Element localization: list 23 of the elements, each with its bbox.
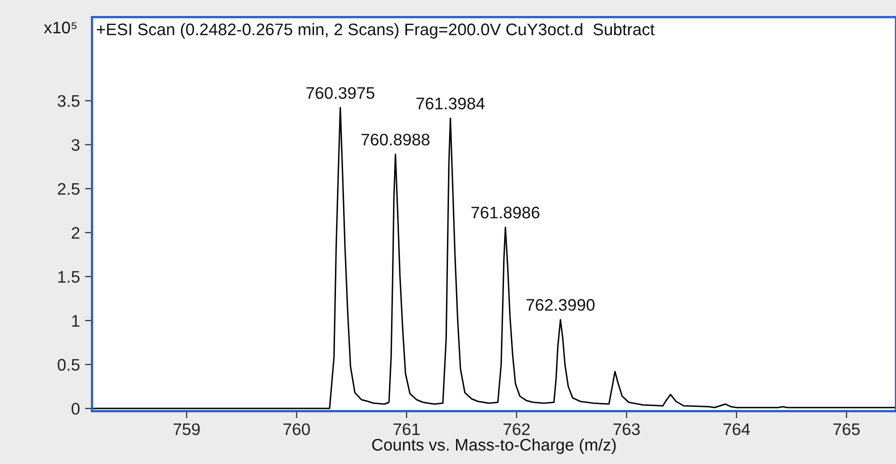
y-tick-label: 2.5: [58, 183, 80, 195]
annotation: 760.3975: [306, 87, 374, 99]
x-tick-label: 762: [504, 423, 530, 436]
chart-title: +ESI Scan (0.2482-0.2675 min, 2 Scans) Frag=200.0V CuY3oct.d Subtract: [96, 23, 655, 39]
x-tick-label: 761: [394, 423, 420, 436]
annotation: 760.8988: [362, 134, 430, 146]
y-tick-label: 0.5: [58, 358, 80, 371]
x-tick-label: 765: [833, 423, 860, 436]
annotation: 761.8986: [472, 206, 540, 218]
x-tick-label: 764: [723, 423, 750, 436]
x-tick-label: 760: [284, 423, 310, 436]
y-tick-label: 1.5: [58, 271, 80, 283]
y-tick-label: 2: [72, 227, 80, 239]
annotation: 761.3984: [416, 98, 485, 110]
y-tick-label: 3.5: [58, 95, 80, 107]
x-tick-label: 763: [613, 423, 640, 436]
y-tick-label: 0: [72, 402, 80, 415]
x-tick-label: 759: [174, 423, 200, 436]
y-axis-title: x10⁵: [44, 22, 77, 34]
annotation: 762.3990: [526, 299, 595, 311]
y-tick-label: 1: [72, 315, 80, 327]
y-tick-label: 3: [72, 139, 80, 151]
x-axis-title: Counts vs. Mass-to-Charge (m/z): [372, 438, 616, 454]
